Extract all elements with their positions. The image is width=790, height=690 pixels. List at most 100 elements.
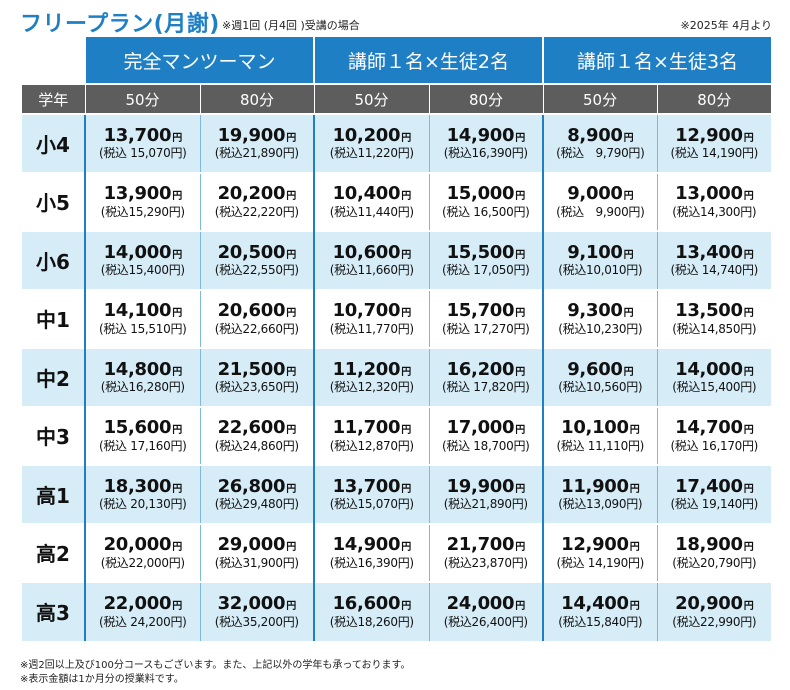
monthly-price: 10,700円	[315, 300, 429, 321]
yen-unit: 円	[286, 483, 296, 495]
monthly-price: 17,400円	[658, 475, 772, 497]
grade-cell: 中3	[22, 405, 85, 465]
price-amount: 9,300	[567, 300, 623, 321]
tax-included-price: (税込14,850円)	[672, 321, 757, 336]
yen-unit: 円	[623, 366, 634, 378]
monthly-price: 14,900円	[315, 534, 429, 555]
monthly-price: 20,900円	[658, 593, 772, 614]
price-amount: 13,500	[675, 300, 743, 321]
tax-included-price: (税込31,900円)	[214, 555, 299, 570]
yen-unit: 円	[172, 191, 182, 202]
tax-included-price: (税込 9,790円)	[556, 146, 645, 161]
price-amount: 20,600	[217, 300, 286, 321]
yen-unit: 円	[629, 601, 640, 612]
price-cell: 22,000円 (税込 24,200円)	[84, 581, 200, 641]
price-cell: 11,700円 (税込12,870円)	[313, 405, 430, 465]
yen-unit: 円	[401, 191, 411, 202]
tax-included-price: (税込15,400円)	[100, 263, 185, 278]
yen-unit: 円	[172, 601, 182, 612]
price-cell: 15,500円 (税込 17,050円)	[428, 230, 544, 290]
yen-unit: 円	[515, 542, 525, 553]
page-subtitle: ※週1回 (月4回 )受講の場合	[222, 19, 360, 32]
yen-unit: 円	[172, 308, 182, 319]
duration-header: 80分	[428, 83, 544, 114]
tax-included-price: (税込23,870円)	[443, 555, 528, 570]
yen-unit: 円	[286, 601, 296, 612]
price-amount: 24,000	[446, 593, 515, 614]
tax-included-price: (税込15,070円)	[329, 497, 414, 512]
monthly-price: 10,100円	[544, 417, 657, 438]
monthly-price: 14,900円	[430, 124, 543, 146]
tax-included-price: (税込16,280円)	[100, 380, 185, 395]
yen-unit: 円	[743, 191, 754, 202]
tax-included-price: (税込15,840円)	[558, 614, 643, 629]
price-cell: 19,900円 (税込21,890円)	[428, 464, 544, 524]
table-row: 小5 13,900円 (税込15,290円) 20,200円 (税込22,220円) 10…	[22, 171, 772, 231]
table-row: 小6 14,000円 (税込15,400円) 20,500円 (税込22,550円) 10…	[22, 230, 772, 290]
price-cell: 13,000円 (税込14,300円)	[656, 171, 772, 231]
yen-unit: 円	[629, 425, 640, 436]
yen-unit: 円	[286, 425, 296, 436]
plan-header: 完全マンツーマン	[83, 37, 315, 84]
tax-included-price: (税込10,560円)	[558, 380, 643, 395]
price-amount: 22,600	[217, 417, 286, 438]
grade-column-header: 学年	[22, 83, 85, 114]
yen-unit: 円	[515, 425, 525, 436]
price-cell: 13,700円 (税込 15,070円)	[84, 113, 200, 173]
footnote: ※表示金額は1か月分の授業料です。	[20, 674, 184, 685]
price-cell: 14,700円 (税込 16,170円)	[656, 405, 772, 465]
price-amount: 14,000	[675, 358, 743, 380]
tax-included-price: (税込 11,110円)	[556, 438, 645, 453]
yen-unit: 円	[401, 542, 411, 553]
price-amount: 32,000	[217, 593, 286, 614]
monthly-price: 26,800円	[201, 477, 314, 497]
price-amount: 20,000	[103, 534, 172, 555]
grade-cell: 中1	[22, 288, 85, 348]
grade-cell: 小6	[22, 230, 85, 290]
yen-unit: 円	[401, 601, 411, 612]
price-cell: 21,500円 (税込23,650円)	[199, 347, 315, 407]
yen-unit: 円	[401, 366, 411, 378]
price-amount: 17,400	[675, 475, 743, 497]
monthly-price: 11,700円	[315, 418, 429, 438]
tax-included-price: (税込12,870円)	[329, 438, 414, 453]
price-amount: 8,900	[567, 124, 623, 146]
tax-included-price: (税込11,440円)	[329, 204, 414, 219]
yen-unit: 円	[401, 425, 411, 436]
monthly-price: 12,900円	[658, 126, 772, 146]
monthly-price: 21,700円	[430, 535, 543, 555]
tax-included-price: (税込24,860円)	[214, 438, 299, 453]
tax-included-price: (税込 16,170円)	[670, 438, 759, 453]
tax-included-price: (税込14,300円)	[672, 204, 757, 219]
monthly-price: 11,200円	[315, 360, 429, 380]
price-cell: 14,100円 (税込 15,510円)	[84, 288, 200, 348]
price-amount: 19,900	[446, 475, 515, 497]
price-cell: 26,800円 (税込29,480円)	[199, 464, 315, 524]
yen-unit: 円	[743, 601, 754, 612]
duration-header: 80分	[656, 83, 772, 114]
price-amount: 10,100	[561, 417, 629, 438]
monthly-price: 16,600円	[315, 594, 429, 614]
tax-included-price: (税込 17,270円)	[441, 321, 530, 336]
price-cell: 20,600円 (税込22,660円)	[199, 288, 315, 348]
tax-included-price: (税込11,770円)	[329, 321, 414, 336]
price-amount: 14,900	[446, 124, 515, 146]
price-cell: 9,000円 (税込 9,900円)	[542, 171, 658, 231]
monthly-price: 18,900円	[658, 534, 772, 555]
yen-unit: 円	[401, 249, 411, 261]
price-cell: 10,200円 (税込11,220円)	[313, 113, 430, 173]
price-amount: 20,900	[675, 593, 743, 614]
price-amount: 14,900	[332, 534, 401, 555]
price-amount: 10,700	[332, 300, 401, 321]
yen-unit: 円	[515, 366, 525, 378]
grade-cell: 小4	[22, 113, 85, 173]
yen-unit: 円	[743, 249, 754, 261]
price-amount: 18,900	[675, 534, 743, 555]
price-amount: 19,900	[217, 124, 286, 146]
tax-included-price: (税込 14,740円)	[670, 263, 759, 278]
yen-unit: 円	[172, 483, 182, 495]
monthly-price: 15,500円	[430, 243, 543, 263]
monthly-price: 20,200円	[201, 184, 314, 204]
monthly-price: 14,700円	[658, 418, 772, 438]
price-cell: 10,700円 (税込11,770円)	[313, 288, 430, 348]
